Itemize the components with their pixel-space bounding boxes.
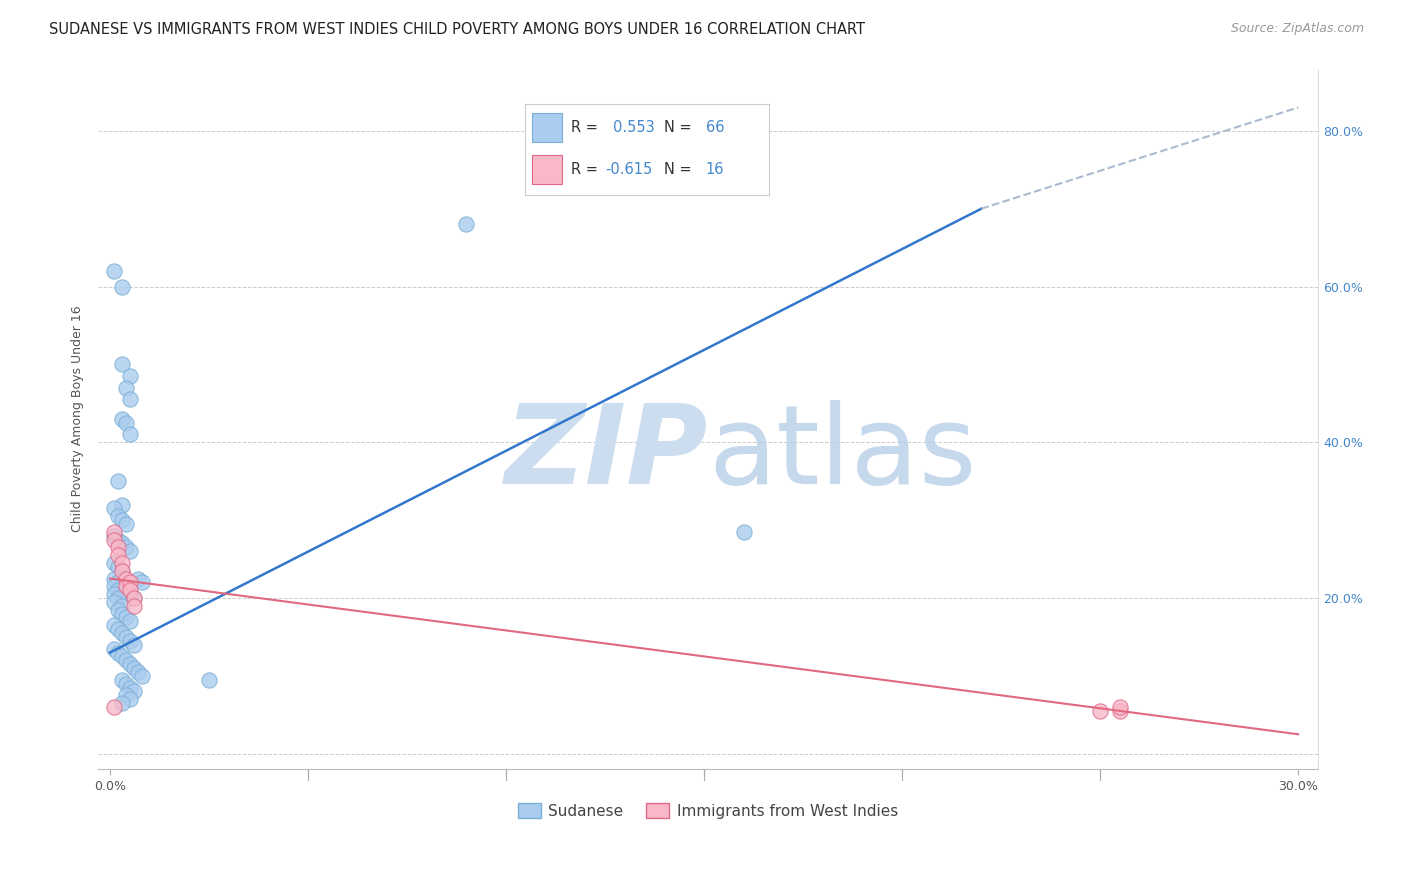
Point (103, 524, 125, 539)
Point (131, 669, 153, 683)
Point (111, 513, 134, 527)
Point (122, 599, 145, 613)
Point (103, 618, 125, 632)
Point (111, 564, 134, 578)
Point (103, 529, 125, 543)
Point (103, 264, 125, 278)
Point (1109, 704, 1132, 718)
Point (115, 583, 138, 598)
Point (115, 516, 138, 531)
Point (107, 474, 129, 488)
Point (111, 358, 134, 372)
Point (118, 587, 141, 601)
Point (456, 217, 478, 231)
Point (107, 509, 129, 524)
Point (103, 579, 125, 593)
Point (107, 583, 129, 598)
Point (118, 657, 141, 672)
Point (118, 583, 141, 598)
Point (198, 673, 221, 687)
Point (111, 673, 134, 687)
Point (115, 572, 138, 586)
Point (115, 610, 138, 624)
Point (107, 533, 129, 547)
Point (115, 416, 138, 430)
Point (115, 579, 138, 593)
Point (111, 696, 134, 710)
Point (115, 630, 138, 644)
Point (103, 533, 125, 547)
Point (103, 501, 125, 516)
Point (103, 572, 125, 586)
Point (122, 591, 145, 605)
Point (107, 591, 129, 605)
Point (103, 700, 125, 714)
Point (111, 626, 134, 640)
Point (111, 579, 134, 593)
Point (118, 575, 141, 590)
Point (122, 638, 145, 652)
Point (111, 498, 134, 512)
Point (118, 427, 141, 442)
Point (733, 524, 755, 539)
Point (111, 607, 134, 621)
Point (115, 689, 138, 703)
Point (107, 575, 129, 590)
Legend: Sudanese, Immigrants from West Indies: Sudanese, Immigrants from West Indies (512, 797, 904, 825)
Point (111, 599, 134, 613)
Text: Source: ZipAtlas.com: Source: ZipAtlas.com (1230, 22, 1364, 36)
Point (115, 381, 138, 395)
Point (111, 279, 134, 293)
Point (118, 615, 141, 629)
Point (118, 692, 141, 706)
Point (111, 556, 134, 570)
Point (103, 556, 125, 570)
Point (118, 369, 141, 384)
Point (122, 591, 145, 605)
Point (118, 544, 141, 558)
Point (115, 653, 138, 667)
Point (115, 541, 138, 555)
Point (103, 595, 125, 609)
Point (1109, 700, 1132, 714)
Point (107, 622, 129, 636)
Point (107, 548, 129, 562)
Point (131, 575, 153, 590)
Point (1088, 704, 1111, 718)
Point (103, 587, 125, 601)
Y-axis label: Child Poverty Among Boys Under 16: Child Poverty Among Boys Under 16 (72, 306, 84, 533)
Point (127, 572, 149, 586)
Point (127, 665, 149, 679)
Point (115, 676, 138, 690)
Point (107, 646, 129, 660)
Point (118, 633, 141, 648)
Point (107, 602, 129, 616)
Text: SUDANESE VS IMMIGRANTS FROM WEST INDIES CHILD POVERTY AMONG BOYS UNDER 16 CORREL: SUDANESE VS IMMIGRANTS FROM WEST INDIES … (49, 22, 865, 37)
Point (118, 681, 141, 695)
Point (103, 641, 125, 656)
Point (111, 412, 134, 426)
Point (107, 559, 129, 574)
Point (107, 541, 129, 555)
Point (111, 649, 134, 664)
Point (122, 661, 145, 675)
Point (118, 392, 141, 407)
Point (111, 536, 134, 550)
Point (122, 684, 145, 698)
Point (111, 564, 134, 578)
Text: ZIP: ZIP (505, 401, 709, 508)
Text: atlas: atlas (709, 401, 977, 508)
